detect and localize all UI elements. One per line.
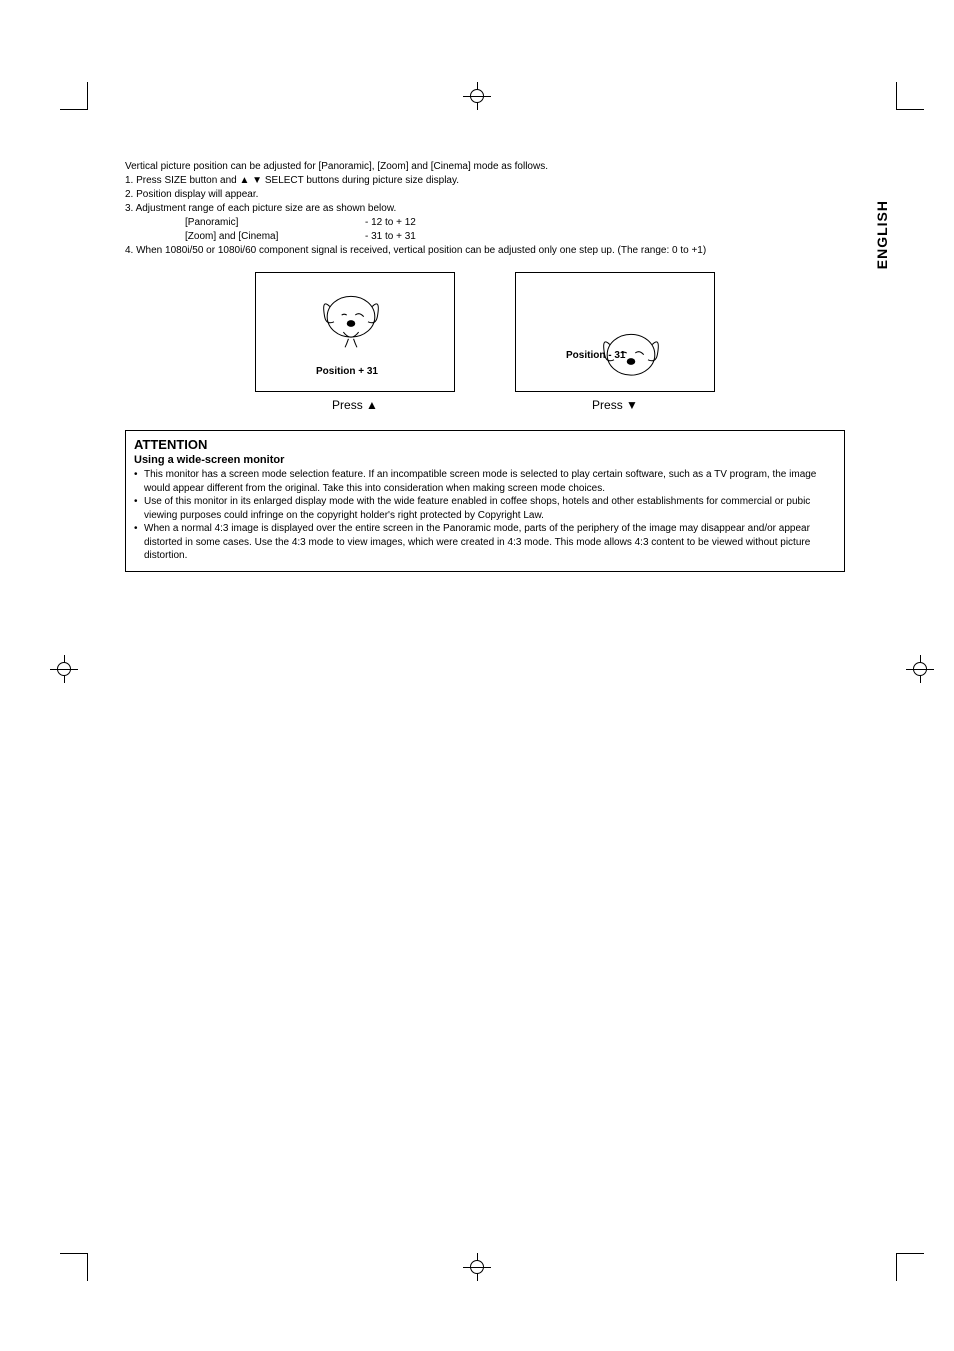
crop-mark-tr xyxy=(896,82,924,110)
attention-subtitle: Using a wide-screen monitor xyxy=(134,454,836,466)
attention-box: ATTENTION Using a wide-screen monitor • … xyxy=(125,430,845,572)
range-zoom-label: [Zoom] and [Cinema] xyxy=(185,230,365,244)
bullet-text: This monitor has a screen mode selection… xyxy=(144,468,836,495)
language-tab: ENGLISH xyxy=(874,200,890,269)
crop-mark-bl xyxy=(60,1253,88,1281)
crop-mark-tl xyxy=(60,82,88,110)
step-4: 4. When 1080i/50 or 1080i/60 component s… xyxy=(125,244,845,258)
figure-press-up: Position + 31 Press ▲ xyxy=(255,272,455,412)
press-up-label: Press ▲ xyxy=(255,398,455,412)
registration-mark-right xyxy=(906,655,934,683)
bullet-text: When a normal 4:3 image is displayed ove… xyxy=(144,522,836,563)
range-row-zoom: [Zoom] and [Cinema] - 31 to + 31 xyxy=(125,230,845,244)
attention-bullet: • Use of this monitor in its enlarged di… xyxy=(134,495,836,522)
screen-down: Position - 31 xyxy=(515,272,715,392)
bullet-dot: • xyxy=(134,495,144,522)
bullet-text: Use of this monitor in its enlarged disp… xyxy=(144,495,836,522)
screen-up: Position + 31 xyxy=(255,272,455,392)
attention-bullet: • When a normal 4:3 image is displayed o… xyxy=(134,522,836,563)
step-2: 2. Position display will appear. xyxy=(125,188,845,202)
attention-title: ATTENTION xyxy=(134,437,836,452)
dog-illustration-up xyxy=(313,291,390,362)
range-zoom-value: - 31 to + 31 xyxy=(365,230,416,244)
bullet-dot: • xyxy=(134,468,144,495)
figure-press-down: Position - 31 Press ▼ xyxy=(515,272,715,412)
range-row-panoramic: [Panoramic] - 12 to + 12 xyxy=(125,216,845,230)
intro-text: Vertical picture position can be adjuste… xyxy=(125,160,845,174)
figure-row: Position + 31 Press ▲ Position - 31 xyxy=(125,272,845,412)
range-panoramic-value: - 12 to + 12 xyxy=(365,216,416,230)
step-1: 1. Press SIZE button and ▲ ▼ SELECT butt… xyxy=(125,174,845,188)
osd-label-up: Position + 31 xyxy=(316,366,378,377)
bullet-dot: • xyxy=(134,522,144,563)
page-content: Vertical picture position can be adjuste… xyxy=(125,160,845,572)
range-panoramic-label: [Panoramic] xyxy=(185,216,365,230)
press-down-label: Press ▼ xyxy=(515,398,715,412)
registration-mark-top xyxy=(463,82,491,110)
attention-bullets: • This monitor has a screen mode selecti… xyxy=(134,468,836,563)
registration-mark-bottom xyxy=(463,1253,491,1281)
osd-label-down: Position - 31 xyxy=(566,350,625,361)
attention-bullet: • This monitor has a screen mode selecti… xyxy=(134,468,836,495)
step-3: 3. Adjustment range of each picture size… xyxy=(125,202,845,216)
crop-mark-br xyxy=(896,1253,924,1281)
registration-mark-left xyxy=(50,655,78,683)
